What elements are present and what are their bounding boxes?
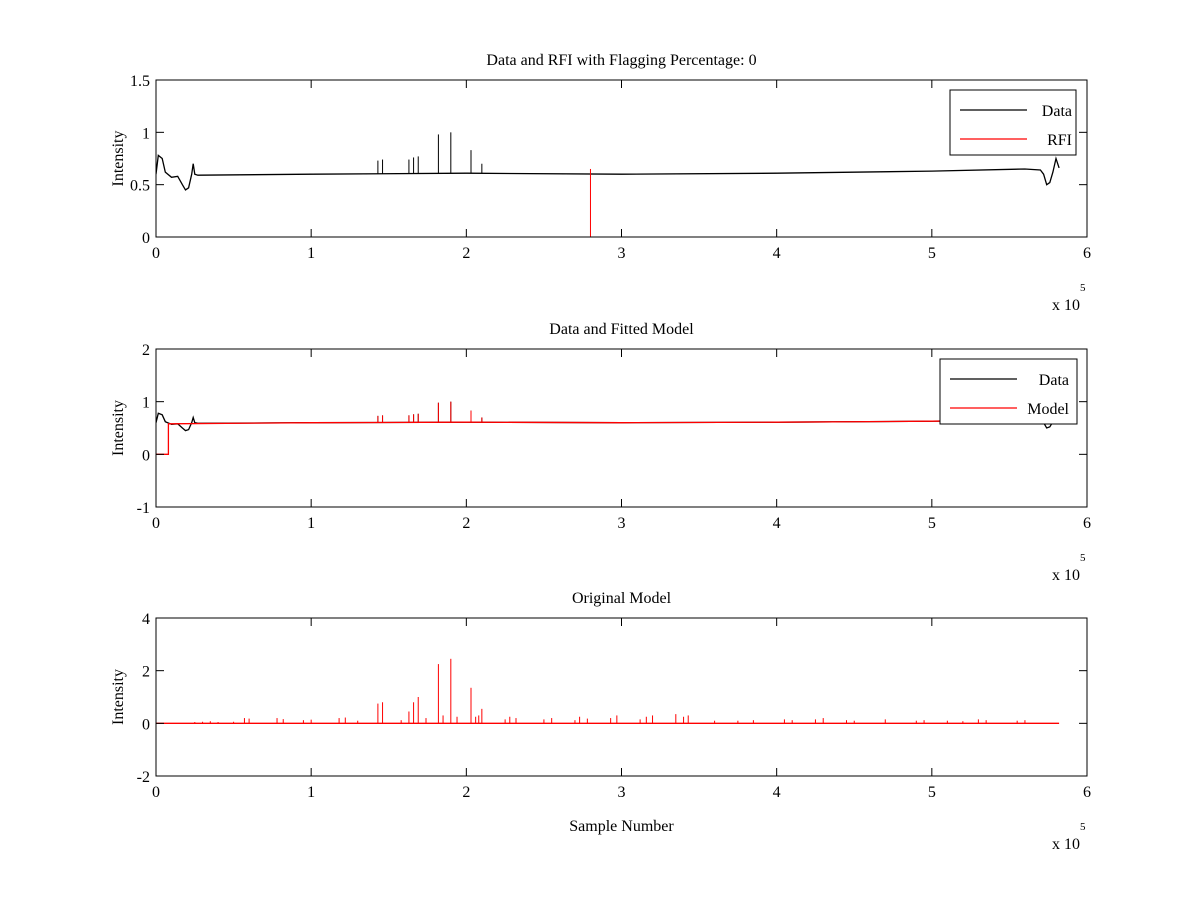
panel-2-x-tick-label: 2 (462, 515, 470, 532)
panel-2-y-tick-label: -1 (137, 500, 150, 517)
panel-1-x-tick-label: 3 (618, 245, 626, 262)
panel-1-y-tick-label: 1 (142, 125, 150, 142)
panel-1-legend-label-rfi: RFI (1047, 132, 1072, 149)
panel-3-y-axis-label: Intensity (110, 669, 127, 725)
panel-1-y-tick-label: 0.5 (130, 178, 150, 195)
panel-1-chart: 0 1 2 3 4 5 6 0 0.5 1 1.5 Data and RFI with Flaggin… (110, 52, 1091, 314)
panel-2-x-tick-label: 4 (773, 515, 781, 532)
panel-2-x-tick-label: 1 (307, 515, 315, 532)
panel-3-x-tick-label: 4 (773, 784, 781, 801)
panel-2-x-tick-label: 6 (1083, 515, 1091, 532)
panel-2-y-axis-label: Intensity (110, 400, 127, 456)
panel-3-y-tick-label: 0 (142, 716, 150, 733)
panel-3-y-tick-label: -2 (137, 769, 150, 786)
panel-2-legend-box (939, 358, 1078, 425)
panel-1-x-tick-label: 4 (773, 245, 781, 262)
panel-2-x-tick-label: 3 (618, 515, 626, 532)
panel-3-x-tick-label: 0 (152, 784, 160, 801)
panel-2-legend-label-model: Model (1027, 401, 1069, 418)
panel-3-y-tick-label: 2 (142, 664, 150, 681)
panel-1-y-tick-label: 0 (142, 230, 150, 247)
panel-2-plot-area (156, 401, 1060, 455)
panel-2-y-tick-label: 0 (142, 447, 150, 464)
panel-3-x-tick-label: 2 (462, 784, 470, 801)
panel-1-legend: Data RFI (949, 89, 1077, 156)
panel-1-x-tick-label: 1 (307, 245, 315, 262)
panel-2-x-exponent-power: 5 (1080, 552, 1086, 564)
panel-2-y-tick-label: 2 (142, 342, 150, 359)
panel-2-series-model-line (156, 419, 1060, 455)
panel-1-plot-area (156, 132, 1060, 237)
panel-1-x-exponent: x 10 (1052, 297, 1080, 314)
panel-1-x-tick-label: 6 (1083, 245, 1091, 262)
panel-3-x-axis-label: Sample Number (569, 818, 674, 835)
panel-3-plot-area (156, 658, 1060, 724)
panel-2-x-exponent: x 10 (1052, 567, 1080, 584)
panel-1-series-data-line (156, 154, 1060, 191)
panel-3-y-tick-label: 4 (142, 611, 150, 628)
panel-1-x-tick-label: 0 (152, 245, 160, 262)
panel-3-x-tick-label: 1 (307, 784, 315, 801)
panel-1-y-axis-label: Intensity (110, 131, 127, 187)
panel-3-title: Original Model (572, 590, 672, 607)
panel-3-x-exponent-power: 5 (1080, 821, 1086, 833)
panel-2-x-tick-label: 5 (928, 515, 936, 532)
panel-2-legend-label-data: Data (1039, 372, 1069, 389)
panel-1-x-tick-label: 5 (928, 245, 936, 262)
panel-1-legend-box (949, 89, 1077, 156)
panel-1-x-exponent-power: 5 (1080, 282, 1086, 294)
panel-2-legend: Data Model (939, 358, 1078, 425)
panel-2-x-tick-label: 0 (152, 515, 160, 532)
panel-2-title: Data and Fitted Model (549, 321, 694, 338)
panel-2-y-tick-label: 1 (142, 395, 150, 412)
panel-3-x-tick-label: 3 (618, 784, 626, 801)
panel-1-y-tick-label: 1.5 (130, 73, 150, 90)
panel-3-x-tick-label: 5 (928, 784, 936, 801)
panel-3-x-exponent: x 10 (1052, 836, 1080, 853)
panel-1-title: Data and RFI with Flagging Percentage: 0 (486, 52, 756, 69)
panel-1-x-tick-label: 2 (462, 245, 470, 262)
panel-1-legend-label-data: Data (1042, 103, 1072, 120)
panel-3-x-tick-label: 6 (1083, 784, 1091, 801)
